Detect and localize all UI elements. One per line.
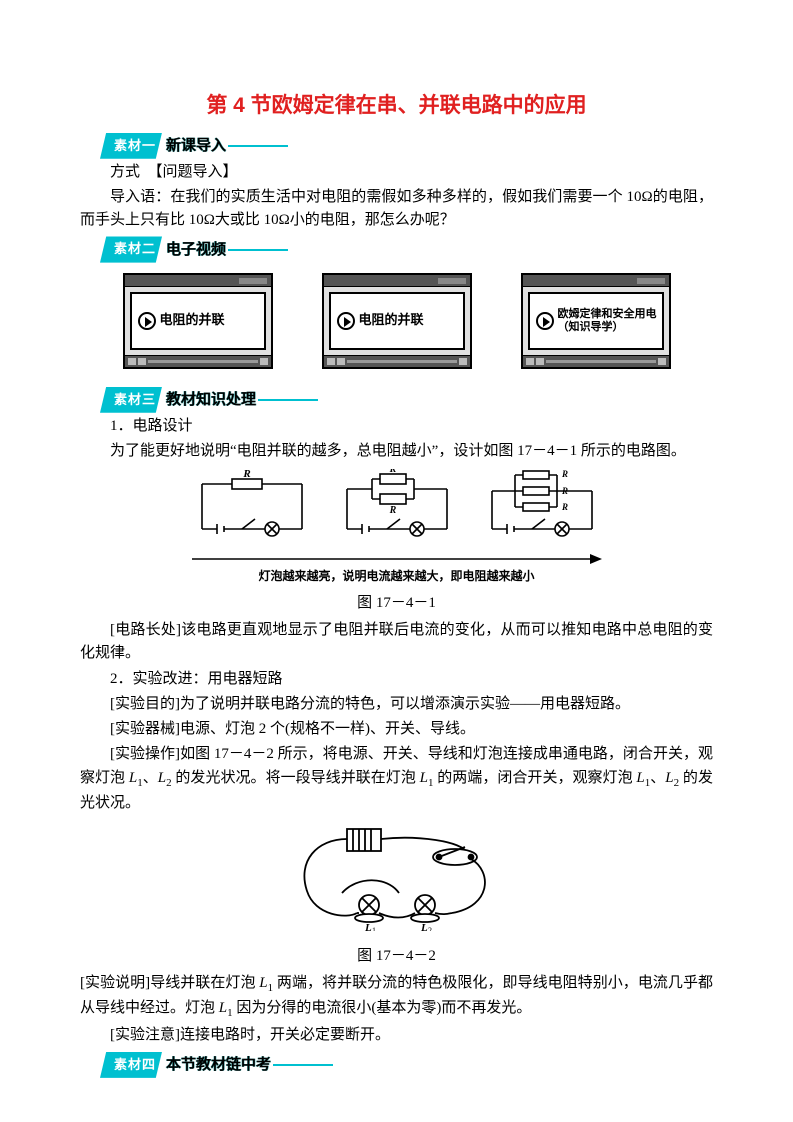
control-bar [347,360,457,363]
video-screen: 电阻的并联 [130,292,266,350]
video-thumbnail-2[interactable]: 电阻的并联 [322,273,472,369]
play-icon [138,312,156,330]
arrow-line [187,551,607,565]
control-bar [148,360,258,363]
m3-heading-2: 2．实验改进：用电器短路 [80,668,713,691]
control-icon [337,358,345,365]
video-title-2: 电阻的并联 [359,313,424,327]
play-icon [536,312,554,330]
video-controls [523,355,669,367]
circuit-diagram-1: R [187,469,317,549]
svg-text:R: R [561,502,568,512]
section-label-3: 教材知识处理 [166,388,256,411]
section-tab-2: 素材二 [100,236,162,262]
figure-17-4-2: L1 L2 [287,821,507,939]
m3-paragraph-2: [电路长处]该电路更直观地显示了电阻并联后电流的变化，从而可以推知电路中总电阻的… [80,619,713,666]
control-icon [327,358,335,365]
symbol-L: L [129,770,137,786]
control-icon [260,358,268,365]
section-header-3: 素材三 教材知识处理 [100,387,713,413]
m3-paragraph-4: [实验器械]电源、灯泡 2 个(规格不一样)、开关、导线。 [80,718,713,741]
section-label-4: 本节教材链中考 [166,1053,271,1076]
svg-text:R: R [388,505,396,516]
m3-paragraph-1: 为了能更好地说明“电阻并联的越多，总电阻越小”，设计如图 17－4－1 所示的电… [80,440,713,463]
video-screen: 欧姆定律和安全用电（知识导学） [528,292,664,350]
m3-paragraph-5: [实验操作]如图 17－4－2 所示，将电源、开关、导线和灯泡连接成串通电路，闭… [80,743,713,815]
figure2-label: 图 17－4－2 [80,945,713,968]
text: 、 [650,770,665,786]
m3-paragraph-3: [实验目的]为了说明并联电路分流的特色，可以增添演示实验——用电器短路。 [80,693,713,716]
video-title-1: 电阻的并联 [160,313,225,327]
svg-text:2: 2 [428,926,432,931]
control-bar [546,360,656,363]
intro-method: 方式 【问题导入】 [80,161,713,184]
svg-text:R: R [242,469,250,480]
control-icon [526,358,534,365]
video-titlebar [125,275,271,287]
section-rule [258,399,318,401]
m3-paragraph-7: [实验注意]连接电路时，开关必定要断开。 [80,1024,713,1047]
svg-text:R: R [561,469,568,479]
circuit-diagram-2: R R [332,469,462,549]
video-title-3: 欧姆定律和安全用电（知识导学） [558,308,662,332]
m3-heading-1: 1．电路设计 [80,415,713,438]
section-tab-4: 素材四 [100,1052,162,1078]
section-tab-1: 素材一 [100,133,162,159]
svg-text:R: R [561,486,568,496]
section-header-1: 素材一 新课导入 [100,133,713,159]
video-screen: 电阻的并联 [329,292,465,350]
control-icon [658,358,666,365]
video-titlebar [324,275,470,287]
video-titlebar [523,275,669,287]
symbol-L: L [259,975,267,991]
circuit-diagram-3: R R R [477,469,607,549]
text: [实验说明]导线并联在灯泡 [80,975,259,991]
control-icon [459,358,467,365]
control-icon [138,358,146,365]
section-label-2: 电子视频 [166,238,226,261]
video-thumbnail-1[interactable]: 电阻的并联 [123,273,273,369]
section-rule [228,145,288,147]
text: 因为分得的电流很小(基本为零)而不再发光。 [233,1000,532,1016]
symbol-L: L [420,770,428,786]
section-rule [273,1064,333,1066]
section-header-2: 素材二 电子视频 [100,236,713,262]
text: 的发光状况。将一段导线并联在灯泡 [172,770,420,786]
symbol-L: L [665,770,673,786]
svg-text:L: L [420,922,428,931]
figure-17-4-1: R R R [187,469,607,586]
figure1-label: 图 17－4－1 [80,592,713,615]
section-header-4: 素材四 本节教材链中考 [100,1052,713,1078]
text: 、 [143,770,158,786]
symbol-L: L [158,770,166,786]
svg-text:L: L [364,922,372,931]
symbol-L: L [636,770,644,786]
video-thumbnail-3[interactable]: 欧姆定律和安全用电（知识导学） [521,273,671,369]
figure1-caption: 灯泡越来越亮，说明电流越来越大，即电阻越来越小 [187,567,607,586]
play-icon [337,312,355,330]
svg-text:1: 1 [372,926,376,931]
m3-paragraph-6: [实验说明]导线并联在灯泡 L1 两端，将并联分流的特色极限化，即导线电阻特别小… [80,972,713,1022]
symbol-L: L [219,1000,227,1016]
control-icon [128,358,136,365]
video-controls [125,355,271,367]
video-controls [324,355,470,367]
section-label-1: 新课导入 [166,134,226,157]
section-tab-3: 素材三 [100,387,162,413]
text: 的两端，闭合开关，观察灯泡 [433,770,636,786]
video-thumbnail-row: 电阻的并联 电阻的并联 欧姆定律和安全用电（知识导学） [110,273,683,369]
page-title: 第 4 节欧姆定律在串、并联电路中的应用 [80,90,713,123]
intro-text: 导入语：在我们的实质生活中对电阻的需假如多种多样的，假如我们需要一个 10Ω的电… [80,186,713,233]
control-icon [536,358,544,365]
svg-text:R: R [388,469,396,475]
section-rule [228,249,288,251]
